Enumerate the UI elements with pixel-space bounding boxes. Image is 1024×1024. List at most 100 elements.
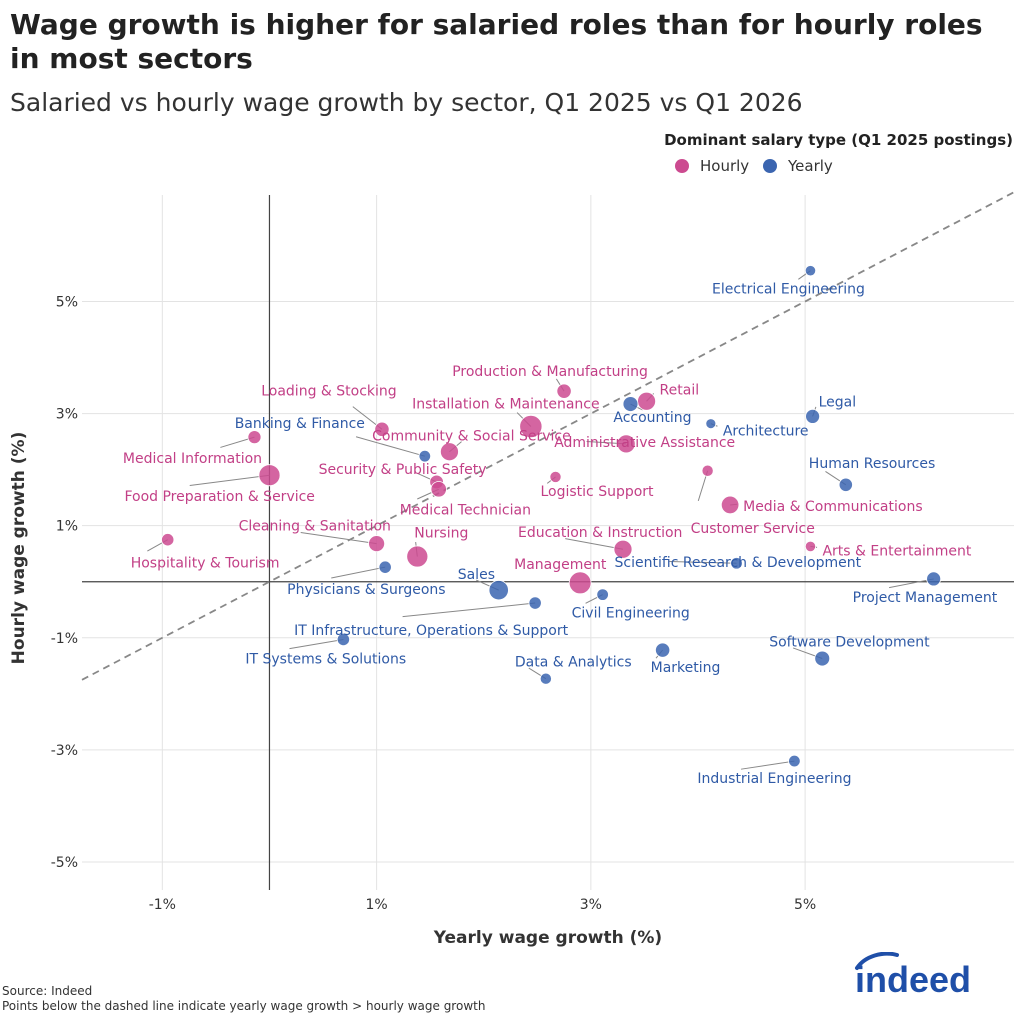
point-human-resources[interactable] <box>838 477 853 492</box>
point-installation-maintenance[interactable] <box>519 414 543 439</box>
point-label-security-public-safety: Security & Public Safety <box>319 462 487 478</box>
point-management[interactable] <box>568 571 592 595</box>
point-label-media-communications: Media & Communications <box>743 499 923 515</box>
point-cleaning-sanitation[interactable] <box>368 535 386 553</box>
leader-line-cleaning-sanitation <box>300 531 377 545</box>
point-label-civil-engineering: Civil Engineering <box>572 606 690 622</box>
legend-marker-hourly <box>675 159 689 173</box>
x-tick-label: 3% <box>580 897 602 913</box>
leader-line-physicians-surgeons <box>331 566 386 579</box>
y-axis-label: Hourly wage growth (%) <box>9 432 29 665</box>
point-education-instruction[interactable] <box>613 539 633 559</box>
y-tick-label: 5% <box>56 294 78 310</box>
point-it-infrastructure-operations-support[interactable] <box>528 596 542 610</box>
point-label-loading-stocking: Loading & Stocking <box>261 383 396 399</box>
point-sales[interactable] <box>488 580 509 601</box>
point-label-installation-maintenance: Installation & Maintenance <box>412 396 600 412</box>
x-tick-label: -1% <box>149 897 176 913</box>
legend-marker-yearly <box>763 159 777 173</box>
point-label-human-resources: Human Resources <box>809 456 935 472</box>
point-administrative-assistance[interactable] <box>616 434 636 454</box>
point-labels: Electrical Engineering Production & Manuf… <box>123 282 998 787</box>
point-label-food-preparation-service: Food Preparation & Service <box>124 489 314 505</box>
y-tick-label: 1% <box>56 519 78 535</box>
point-label-arts-entertainment: Arts & Entertainment <box>822 543 971 559</box>
point-logistic-support[interactable] <box>549 470 562 483</box>
leader-line-project-management <box>889 578 934 589</box>
leader-line-education-instruction <box>565 538 624 550</box>
point-label-customer-service: Customer Service <box>691 521 815 537</box>
point-software-development[interactable] <box>814 650 831 667</box>
point-label-hospitality-tourism: Hospitality & Tourism <box>131 556 280 572</box>
chart-title: Wage growth is higher for salaried roles… <box>10 8 983 75</box>
point-label-project-management: Project Management <box>853 590 998 606</box>
point-media-communications[interactable] <box>720 495 740 515</box>
point-nursing[interactable] <box>406 545 429 568</box>
parity-diagonal-line <box>81 191 1015 681</box>
point-customer-service[interactable] <box>701 464 714 477</box>
point-label-community-social-service: Community & Social Service <box>372 429 571 445</box>
grid-lines <box>82 195 1014 890</box>
point-label-industrial-engineering: Industrial Engineering <box>697 771 851 787</box>
legend-label-yearly: Yearly <box>787 157 833 175</box>
point-it-systems-solutions[interactable] <box>336 632 350 647</box>
point-project-management[interactable] <box>926 571 942 587</box>
point-label-administrative-assistance: Administrative Assistance <box>554 435 735 451</box>
point-label-it-infrastructure-operations-support: IT Infrastructure, Operations & Support <box>294 623 568 639</box>
indeed-logo: indeed <box>855 952 971 1000</box>
leader-line-banking-finance <box>355 436 425 457</box>
point-label-architecture: Architecture <box>723 424 809 440</box>
point-label-legal: Legal <box>819 394 857 410</box>
point-retail[interactable] <box>637 391 656 411</box>
point-hospitality-tourism[interactable] <box>161 533 175 547</box>
point-legal[interactable] <box>805 408 821 424</box>
leader-line-it-infrastructure-operations-support <box>402 602 536 618</box>
point-label-electrical-engineering: Electrical Engineering <box>712 282 865 298</box>
legend-label-hourly: Hourly <box>700 157 749 175</box>
y-tick-label: -5% <box>51 855 78 871</box>
point-label-medical-technician: Medical Technician <box>400 502 531 518</box>
point-label-sales: Sales <box>458 567 495 583</box>
y-tick-label: -1% <box>51 631 78 647</box>
point-label-it-systems-solutions: IT Systems & Solutions <box>245 651 406 667</box>
point-electrical-engineering[interactable] <box>804 265 817 277</box>
leader-line-it-systems-solutions <box>289 638 344 650</box>
footnote: Points below the dashed line indicate ye… <box>2 999 486 1013</box>
legend: Dominant salary type (Q1 2025 postings) … <box>664 131 1013 175</box>
point-medical-information[interactable] <box>247 430 262 445</box>
source-note: Source: Indeed <box>2 984 93 998</box>
point-civil-engineering[interactable] <box>596 588 609 601</box>
point-label-physicians-surgeons: Physicians & Surgeons <box>287 582 445 598</box>
point-architecture[interactable] <box>705 418 717 430</box>
point-community-social-service[interactable] <box>440 442 459 462</box>
chart-subtitle: Salaried vs hourly wage growth by sector… <box>10 88 803 117</box>
point-marketing[interactable] <box>655 642 671 658</box>
point-data-analytics[interactable] <box>539 672 552 685</box>
point-arts-entertainment[interactable] <box>804 540 817 553</box>
point-banking-finance[interactable] <box>418 449 432 463</box>
reference-lines <box>81 191 1015 890</box>
leader-line-industrial-engineering <box>740 760 795 770</box>
point-production-manufacturing[interactable] <box>556 383 572 399</box>
tick-labels: -1% 1% 3% 5% 5% 3% 1% -1% -3% -5% <box>51 294 816 913</box>
point-food-preparation-service[interactable] <box>258 464 281 487</box>
y-tick-label: -3% <box>51 743 78 759</box>
point-label-accounting: Accounting <box>613 410 691 426</box>
point-medical-technician[interactable] <box>430 481 447 498</box>
point-accounting[interactable] <box>622 396 639 412</box>
point-label-management: Management <box>514 557 607 573</box>
point-label-marketing: Marketing <box>651 660 721 676</box>
data-points <box>161 265 942 768</box>
point-label-nursing: Nursing <box>414 526 468 542</box>
leader-line-food-preparation-service <box>189 474 270 487</box>
point-label-cleaning-sanitation: Cleaning & Sanitation <box>239 519 391 535</box>
point-label-scientific-research-development: Scientific Research & Development <box>615 555 862 571</box>
point-scientific-research-development[interactable] <box>730 557 743 570</box>
point-loading-stocking[interactable] <box>374 421 390 437</box>
x-tick-label: 5% <box>794 897 816 913</box>
point-industrial-engineering[interactable] <box>788 754 801 768</box>
point-label-education-instruction: Education & Instruction <box>518 525 682 541</box>
point-physicians-surgeons[interactable] <box>378 560 392 574</box>
point-label-banking-finance: Banking & Finance <box>235 416 365 432</box>
